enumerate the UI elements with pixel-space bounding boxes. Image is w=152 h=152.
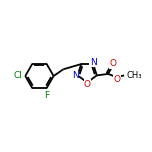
Text: Cl: Cl [14, 71, 23, 81]
Text: F: F [44, 91, 49, 100]
Text: O: O [84, 80, 91, 89]
Text: CH₃: CH₃ [127, 71, 142, 80]
Text: O: O [109, 59, 116, 68]
Text: O: O [113, 75, 120, 84]
Text: N: N [90, 58, 97, 67]
Text: N: N [72, 71, 79, 80]
